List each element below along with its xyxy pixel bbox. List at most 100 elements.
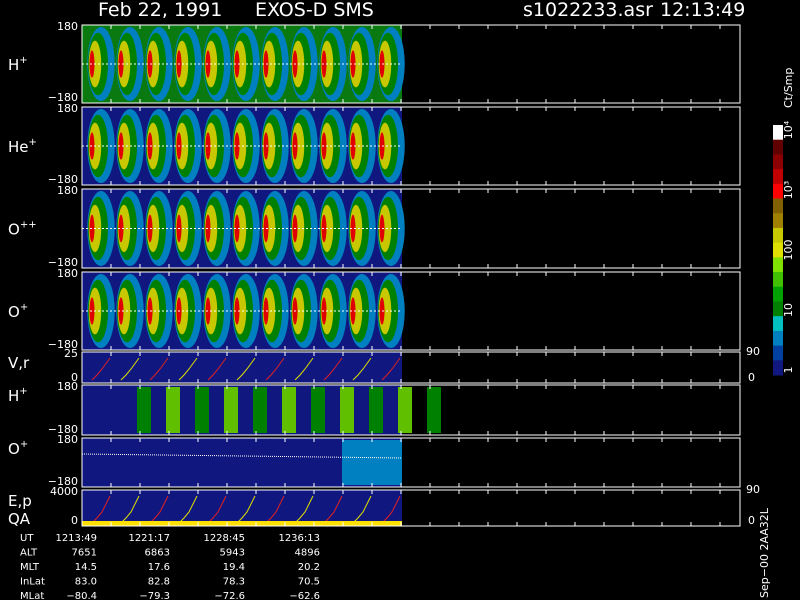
y-bottom: −180 — [48, 91, 78, 104]
color-bar-label: 10⁴ — [782, 120, 795, 139]
y2-top: 90 — [746, 483, 760, 496]
panel-frame — [81, 271, 741, 351]
label-text: H — [8, 387, 19, 405]
panel-label: H+ — [8, 386, 28, 405]
y-bottom: 0 — [71, 371, 78, 384]
color-swatch — [773, 272, 783, 288]
color-bar-unit: Ct/Smp — [782, 68, 795, 108]
version: Sep−00 2AA32L — [758, 507, 771, 598]
color-swatch — [773, 183, 783, 200]
panels: H+180−180He+180−180O++180−180O+180−180V,… — [8, 20, 760, 528]
ion-burst — [234, 132, 240, 160]
table-value: −80.4 — [66, 591, 97, 600]
ion-burst — [350, 50, 356, 78]
panel-frame — [81, 384, 741, 436]
color-bar-label: 10³ — [782, 181, 795, 199]
staircase — [323, 357, 343, 381]
label-superscript: + — [20, 439, 28, 450]
staircase — [265, 357, 285, 381]
ion-burst — [118, 297, 124, 325]
y-top: 180 — [57, 102, 78, 115]
ion-burst — [234, 214, 240, 243]
staircase — [178, 357, 198, 381]
panel-label: E,p — [8, 492, 32, 510]
table-value: 20.2 — [298, 562, 320, 573]
y2-bottom: 0 — [748, 514, 755, 527]
color-bar-label: 10 — [782, 303, 795, 317]
staircase — [352, 495, 372, 524]
panel-label: O+ — [8, 302, 28, 321]
table-key: UT — [20, 533, 34, 544]
staircase — [265, 495, 285, 524]
staircase — [381, 495, 401, 524]
label-text: He — [8, 138, 29, 156]
table-value: 19.4 — [223, 562, 245, 573]
color-swatch — [773, 301, 783, 317]
band — [137, 387, 151, 433]
band — [253, 387, 267, 433]
band — [427, 387, 441, 433]
y-bottom: −180 — [48, 423, 78, 436]
label-text: E,p — [8, 492, 32, 510]
instrument: EXOS-D SMS — [255, 0, 374, 21]
color-bar: 10⁴ 10³ 100 10 1 — [773, 120, 795, 376]
time: 12:13:49 — [660, 0, 745, 21]
panel-frame — [81, 351, 741, 384]
table-value: 83.0 — [75, 577, 97, 588]
spectrogram-bg — [82, 490, 402, 526]
table-key: InLat — [20, 577, 45, 588]
panel-frame — [81, 437, 741, 488]
staircase — [207, 357, 227, 381]
color-swatch — [773, 125, 783, 141]
color-swatch — [773, 198, 783, 214]
table-value: −72.6 — [214, 591, 245, 600]
band — [342, 440, 402, 485]
panel-label: H+ — [8, 55, 28, 74]
staircase — [149, 357, 169, 381]
table-value: −79.3 — [139, 591, 170, 600]
ion-burst — [234, 50, 240, 78]
table-value: 14.5 — [75, 562, 97, 573]
y-top: 180 — [57, 433, 78, 446]
color-swatch — [773, 345, 783, 361]
y-bottom: −180 — [48, 475, 78, 488]
band — [398, 387, 412, 433]
staircase — [294, 495, 314, 524]
color-swatch — [773, 316, 783, 332]
band — [195, 387, 209, 433]
y-top: 180 — [57, 184, 78, 197]
y-bottom: −180 — [48, 338, 78, 351]
y-top: 180 — [57, 267, 78, 280]
y-top: 180 — [57, 380, 78, 393]
y-bottom: −180 — [48, 256, 78, 269]
table-value: 7651 — [72, 548, 97, 559]
spectrogram-bg — [82, 352, 402, 383]
staircase — [178, 495, 198, 524]
ion-burst — [234, 297, 240, 325]
label-superscript: + — [29, 137, 37, 148]
orbit-table: UT 1213:49 1221:17 1228:45 1236:13 ALT 7651 686… — [20, 533, 320, 600]
color-swatch — [773, 213, 783, 229]
color-bar-label: 1 — [782, 367, 795, 374]
file-name: s1022233.asr — [523, 0, 653, 21]
qa-bar — [82, 521, 402, 526]
table-value: 6863 — [145, 548, 170, 559]
staircase — [236, 357, 256, 381]
panel-label: QA — [8, 510, 31, 528]
table-value: 82.8 — [148, 577, 170, 588]
label-text: V,r — [8, 354, 30, 372]
ion-burst — [350, 214, 356, 243]
staircase — [352, 357, 372, 381]
table-value: 1221:17 — [128, 533, 170, 544]
staircase — [120, 495, 140, 524]
band — [282, 387, 296, 433]
label-text: H — [8, 56, 19, 74]
color-swatch — [773, 139, 783, 155]
y2-top: 90 — [746, 345, 760, 358]
table-value: 1213:49 — [55, 533, 97, 544]
staircase — [294, 357, 314, 381]
panel-frame — [81, 24, 741, 104]
y-top: 180 — [57, 20, 78, 33]
label-text: O — [8, 440, 20, 458]
